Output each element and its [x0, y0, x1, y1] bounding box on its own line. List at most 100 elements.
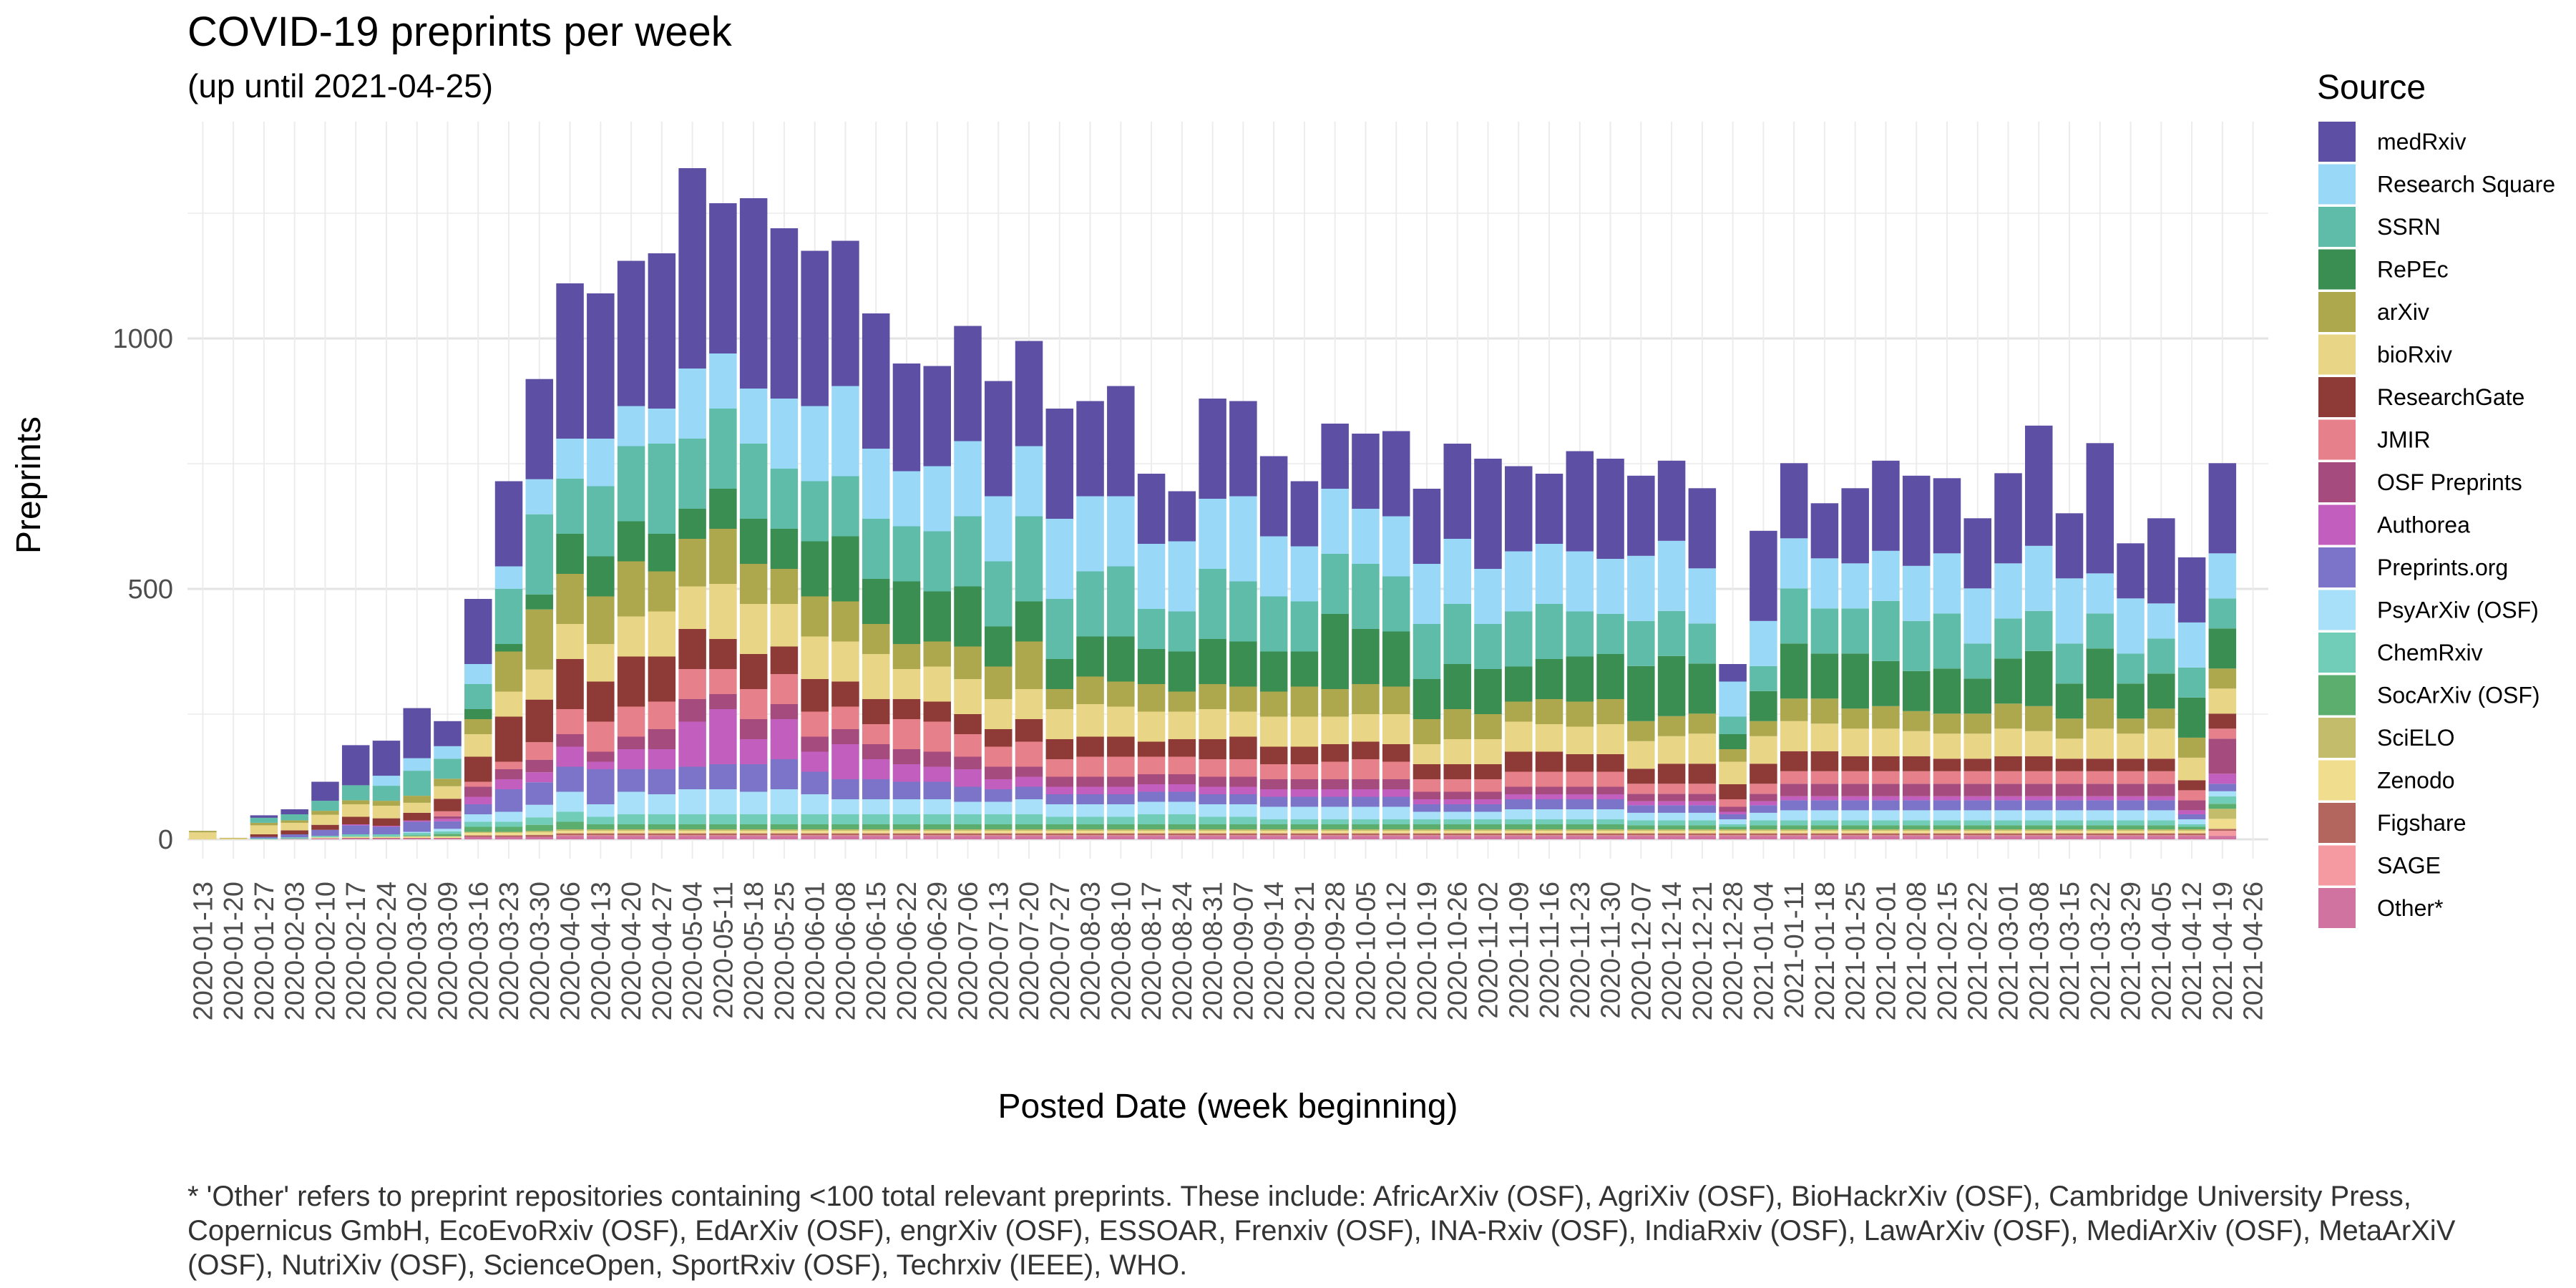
bar-segment [2025, 706, 2053, 731]
x-tick-label: 2021-03-22 [2086, 882, 2116, 1020]
bar-segment [2117, 653, 2145, 684]
bar-segment [494, 566, 523, 589]
legend-label: Other* [2377, 895, 2443, 921]
bar-segment [1321, 761, 1349, 779]
bar-segment [1505, 611, 1533, 667]
bar-segment [648, 824, 676, 829]
bar-segment [954, 833, 982, 836]
bar-segment [2117, 771, 2145, 784]
bar-segment [464, 756, 492, 782]
bar-segment [556, 624, 584, 659]
bar-segment [2055, 718, 2084, 739]
x-tick-label: 2021-03-08 [2024, 882, 2054, 1020]
bar-segment [1045, 804, 1074, 817]
bar-segment [1810, 820, 1839, 826]
bar-segment [2117, 784, 2145, 796]
bar-segment [1076, 401, 1104, 497]
x-tick-label: 2020-03-30 [525, 882, 555, 1020]
bar-segment [189, 832, 217, 839]
bar-segment [1963, 733, 1991, 759]
legend-swatch [2318, 504, 2356, 545]
bar-segment [1841, 833, 1869, 836]
bar-stack [1810, 503, 1839, 839]
bar-segment [1994, 831, 2022, 834]
legend-item: Authorea [2318, 504, 2470, 545]
bar-segment [1259, 836, 1288, 839]
bar-segment [1076, 824, 1104, 829]
x-tick-label: 2021-02-08 [1902, 882, 1932, 1020]
bar-segment [1413, 836, 1441, 839]
legend: medRxiv Research Square SSRN RePEc arXiv bioR… [2318, 122, 2555, 928]
bar-segment [709, 835, 737, 836]
bar-segment [831, 829, 859, 831]
bar-segment [1015, 829, 1043, 831]
bar-segment [1076, 816, 1104, 824]
bar-segment [1780, 721, 1808, 751]
bar-segment [954, 586, 982, 647]
bar-segment [403, 832, 431, 836]
bar-segment [1382, 833, 1410, 836]
bar-segment [1963, 800, 1991, 811]
bar-segment [831, 836, 859, 839]
bar-segment [587, 721, 615, 752]
bar-segment [250, 822, 278, 826]
bar-segment [2086, 728, 2114, 759]
bar-segment [2147, 829, 2175, 831]
bar-segment [1259, 829, 1288, 831]
legend-label: Figshare [2377, 810, 2467, 836]
bar-segment [709, 814, 737, 824]
bar-segment [1045, 833, 1074, 836]
bar-segment [2117, 825, 2145, 829]
bar-segment [739, 198, 768, 389]
bar-segment [1810, 831, 1839, 834]
bar-stack [2086, 443, 2114, 839]
bar-segment [709, 353, 737, 409]
bar-segment [954, 734, 982, 757]
bar-stack [892, 364, 921, 839]
bar-stack [1076, 401, 1104, 839]
bar-segment [648, 769, 676, 794]
bar-segment [1107, 636, 1135, 682]
bar-segment [739, 791, 768, 814]
bar-segment [1719, 824, 1747, 827]
bar-segment [954, 326, 982, 441]
y-tick-label: 500 [128, 575, 173, 605]
bar-segment [770, 704, 799, 719]
bar-segment [1015, 836, 1043, 839]
bar-segment [1045, 689, 1074, 709]
bar-stack [1719, 664, 1747, 839]
bar-segment [1596, 614, 1624, 654]
bar-segment [1229, 401, 1257, 497]
bar-segment [1474, 624, 1502, 669]
bar-segment [739, 444, 768, 519]
bar-segment [1321, 836, 1349, 839]
bar-segment [923, 836, 951, 839]
bar-segment [1137, 474, 1166, 544]
bar-segment [923, 366, 951, 467]
bar-segment [1750, 665, 1777, 691]
bar-segment [280, 834, 308, 838]
bar-stack [2117, 543, 2145, 839]
bar-segment [678, 766, 706, 789]
bar-segment [1076, 804, 1104, 817]
bar-segment [923, 799, 951, 814]
bar-segment [1382, 779, 1410, 789]
bar-segment [1352, 789, 1380, 797]
legend-swatch [2318, 633, 2356, 673]
bar-segment [1199, 833, 1226, 836]
bar-segment [892, 581, 921, 644]
bar-stack [2208, 463, 2237, 839]
bar-segment [892, 814, 921, 824]
bar-segment [678, 829, 706, 831]
bar-segment [1933, 553, 1961, 614]
bar-segment [892, 781, 921, 799]
bar-segment [1321, 831, 1349, 834]
x-tick-label: 2021-01-04 [1749, 882, 1779, 1020]
x-tick-label: 2020-10-12 [1382, 882, 1412, 1020]
x-tick-label: 2021-02-01 [1871, 882, 1901, 1020]
bar-segment [1413, 779, 1441, 792]
y-axis-title: Preprints [10, 416, 48, 554]
bar-segment [709, 529, 737, 584]
bar-segment [2025, 771, 2053, 784]
bar-segment [1382, 835, 1410, 836]
